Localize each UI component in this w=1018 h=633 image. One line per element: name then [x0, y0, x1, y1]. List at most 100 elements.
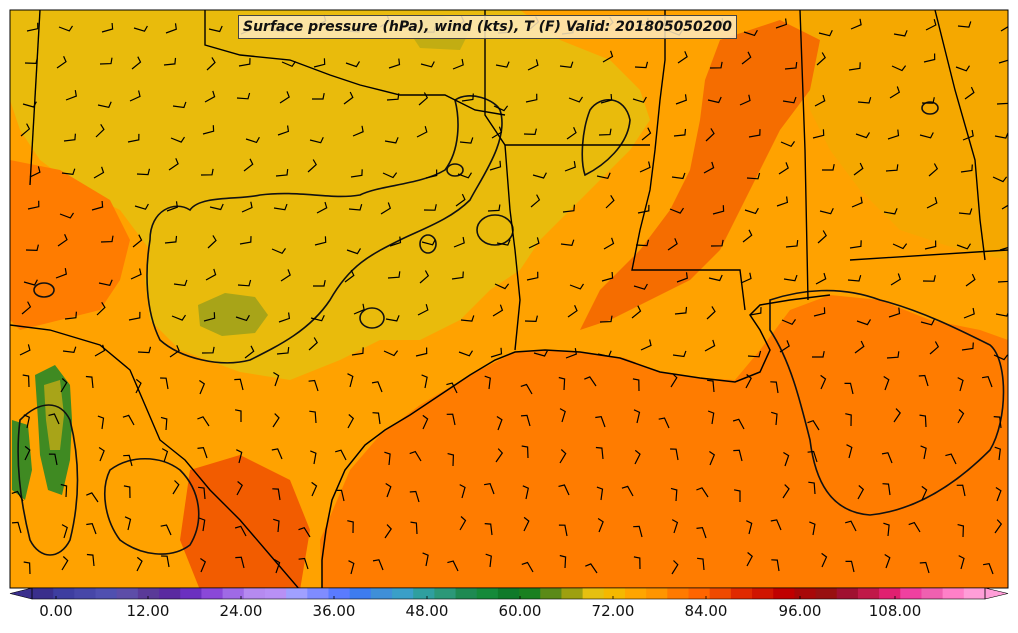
- wind-barb: [20, 123, 31, 137]
- wind-barb: [276, 347, 290, 355]
- wind-barb: [241, 201, 253, 213]
- wind-barb: [208, 25, 223, 33]
- wind-barb: [822, 163, 835, 171]
- colorbar-swatch: [201, 588, 224, 599]
- wind-barb: [245, 136, 260, 144]
- green-terrain-inner: [44, 380, 64, 450]
- wind-barb: [61, 556, 69, 571]
- wind-barb: [883, 522, 890, 537]
- wind-barb: [814, 94, 826, 107]
- colorbar-tick-label: 0.00: [39, 602, 73, 620]
- wind-barb: [771, 559, 780, 572]
- wind-barb: [372, 559, 384, 571]
- wind-barb: [568, 96, 584, 103]
- wind-barb: [494, 283, 510, 290]
- wind-barb: [310, 450, 317, 465]
- wind-barb: [244, 345, 255, 359]
- wind-barb: [522, 485, 529, 500]
- wind-barb: [559, 61, 574, 68]
- wind-barb: [279, 91, 290, 104]
- wind-barb: [782, 96, 797, 104]
- wind-barb: [166, 201, 178, 212]
- border-sabine: [504, 144, 521, 351]
- wind-barb: [564, 161, 576, 172]
- wind-barb: [929, 341, 940, 355]
- wind-barb: [98, 446, 105, 462]
- wind-barb: [96, 301, 106, 316]
- wind-barb: [853, 162, 864, 176]
- wind-barb: [161, 555, 170, 568]
- wind-barb: [922, 275, 936, 282]
- wind-barb: [385, 482, 392, 498]
- wind-barb: [23, 279, 38, 286]
- wind-barb: [347, 520, 354, 534]
- wind-barb: [744, 207, 759, 215]
- wind-barb: [846, 444, 853, 459]
- wind-barb: [706, 306, 716, 320]
- olive-patch: [198, 293, 268, 336]
- wind-barb: [857, 97, 872, 104]
- wind-barb: [621, 485, 634, 497]
- colorbar-swatch: [667, 588, 690, 599]
- wind-barb: [495, 61, 510, 68]
- wind-barb: [635, 239, 650, 247]
- wind-barb: [420, 61, 435, 68]
- colorbar-swatch: [74, 588, 97, 599]
- wind-barb: [272, 488, 281, 501]
- wind-barb: [422, 414, 429, 430]
- wind-barb: [451, 271, 464, 280]
- cool-region-north: [10, 10, 650, 380]
- wind-barb: [345, 61, 361, 68]
- wind-barb: [489, 160, 502, 171]
- wind-barb: [995, 486, 1002, 502]
- wind-barb: [58, 25, 74, 32]
- gulf-of-mexico: [320, 295, 1008, 588]
- wind-barb: [48, 413, 60, 425]
- colorbar-swatch: [476, 588, 499, 599]
- wind-barb: [409, 490, 420, 503]
- wind-barb: [97, 101, 112, 108]
- wind-barb: [964, 86, 975, 100]
- wind-barb: [347, 414, 355, 429]
- wind-barb: [313, 58, 326, 68]
- wind-barb: [605, 194, 615, 209]
- wind-barb: [924, 240, 937, 250]
- wind-barb: [992, 176, 1008, 183]
- wind-barb: [881, 452, 893, 464]
- wind-barb: [11, 490, 24, 502]
- wind-barb: [236, 481, 243, 496]
- wind-barb: [59, 212, 75, 219]
- wind-barb: [602, 50, 614, 63]
- wind-barb: [742, 229, 753, 243]
- wind-barb: [567, 304, 578, 318]
- border-texas-oklahoma: [29, 10, 41, 186]
- wind-barb: [847, 275, 862, 282]
- wind-barb: [596, 486, 604, 501]
- wind-barb: [771, 411, 778, 426]
- wind-barb: [238, 58, 251, 67]
- wind-barb: [385, 315, 400, 322]
- wind-barb: [308, 379, 319, 392]
- colorbar-swatch: [688, 588, 711, 599]
- wind-barb: [887, 129, 900, 140]
- wind-barb: [64, 311, 77, 320]
- colorbar-tick-label: 72.00: [591, 602, 635, 620]
- wind-barb: [484, 523, 493, 536]
- wind-barb: [23, 561, 31, 575]
- wind-barb: [819, 208, 834, 215]
- wind-barb: [410, 521, 418, 535]
- wind-barb: [26, 22, 39, 32]
- hot-area-west: [10, 160, 130, 330]
- wind-barb: [485, 553, 492, 568]
- coastline: [321, 294, 831, 588]
- colorbar-swatch: [561, 588, 584, 599]
- wind-barb: [634, 61, 649, 69]
- wind-barb: [923, 53, 936, 63]
- wind-barb: [163, 57, 177, 66]
- colorbar: [9, 587, 1009, 600]
- wind-barb: [595, 446, 604, 460]
- wind-barb: [812, 350, 825, 358]
- wind-barb: [312, 92, 325, 100]
- wind-barb: [667, 238, 678, 251]
- wind-barb: [348, 204, 363, 211]
